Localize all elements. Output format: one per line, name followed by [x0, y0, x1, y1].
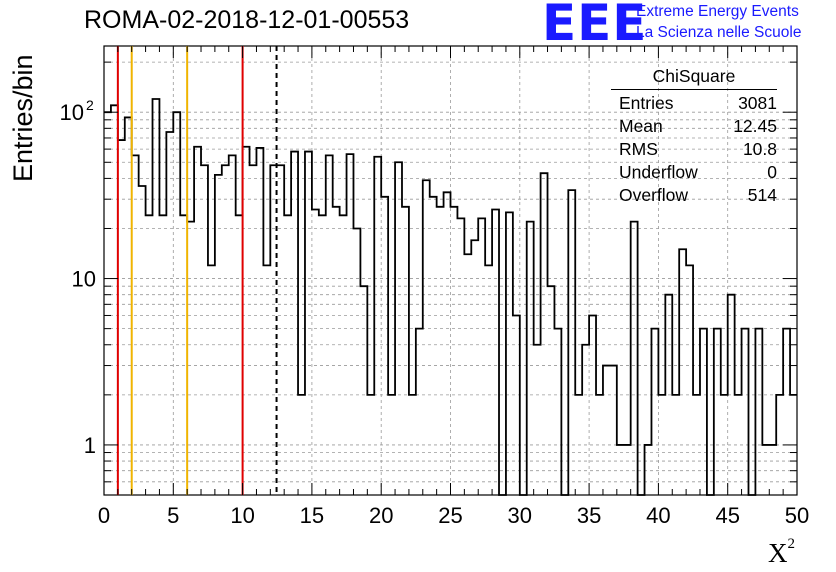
stats-label: Underflow [619, 162, 698, 182]
stats-row: Mean 12.45 [611, 115, 777, 138]
x-axis-label-sup: 2 [787, 536, 796, 552]
stats-label: Overflow [619, 185, 689, 205]
eee-logo: EEE [542, 0, 648, 52]
x-tick-label: 45 [715, 503, 739, 528]
stats-label: Mean [619, 116, 663, 136]
x-tick-label: 25 [438, 503, 462, 528]
histogram-series [104, 98, 797, 496]
y-axis-label: Entries/bin [8, 54, 38, 182]
logo-line-1: Extreme Energy Events [636, 3, 799, 20]
stats-value: 514 [747, 185, 777, 205]
y-tick-label: 10 [60, 100, 84, 125]
chart-title: ROMA-02-2018-12-01-00553 [84, 6, 410, 34]
y-tick-label: 10 [72, 267, 96, 292]
x-axis-label: X2 [768, 536, 796, 569]
stats-value: 12.45 [733, 116, 777, 136]
x-tick-label: 50 [785, 503, 809, 528]
y-tick-label-sup: 2 [86, 97, 94, 113]
x-tick-label: 35 [577, 503, 601, 528]
stats-value: 3081 [738, 93, 777, 113]
stats-row: Overflow 514 [611, 184, 777, 207]
x-tick-label: 15 [300, 503, 324, 528]
x-tick-label: 30 [508, 503, 532, 528]
x-tick-label: 0 [98, 503, 110, 528]
stats-row: RMS 10.8 [611, 138, 777, 161]
x-axis-label-base: X [768, 538, 788, 568]
stats-row: Entries 3081 [611, 92, 777, 115]
stats-title: ChiSquare [611, 66, 777, 90]
stats-value: 10.8 [742, 139, 777, 159]
stats-row: Underflow 0 [611, 161, 777, 184]
x-tick-label: 5 [167, 503, 179, 528]
x-tick-label: 20 [369, 503, 393, 528]
stats-value: 0 [767, 162, 777, 182]
stats-box: ChiSquare Entries 3081 Mean 12.45 RMS 10.8 … [611, 66, 777, 207]
stats-label: RMS [619, 139, 658, 159]
x-tick-label: 40 [646, 503, 670, 528]
x-tick-label: 10 [230, 503, 254, 528]
logo-line-2: La Scienza nelle Scuole [636, 24, 802, 41]
y-tick-label: 1 [84, 433, 96, 458]
stats-label: Entries [619, 93, 674, 113]
